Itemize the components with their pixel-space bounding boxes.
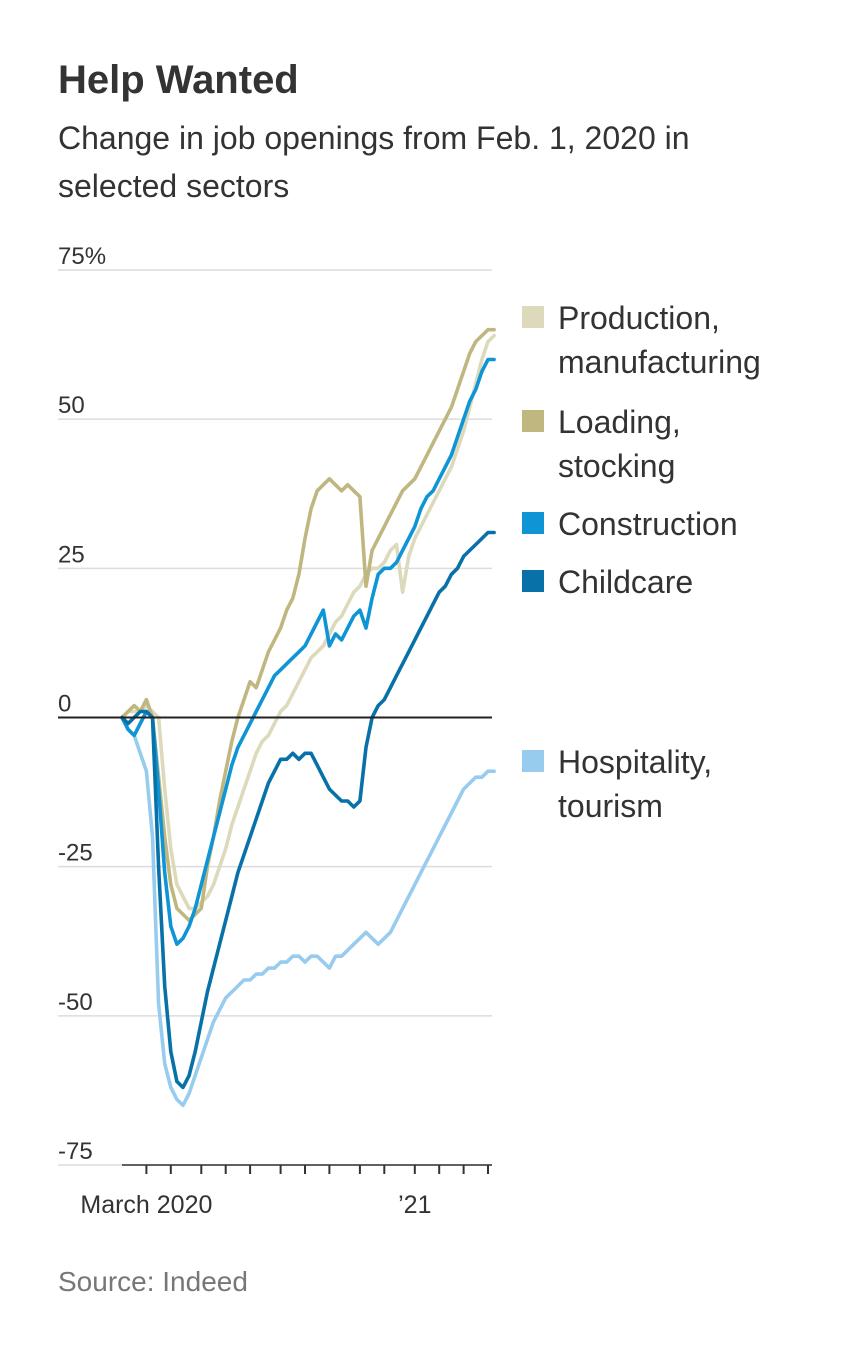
- legend-swatch: [522, 306, 544, 328]
- series-line-production-manufacturing: [120, 333, 496, 911]
- y-tick-label-3: 0: [58, 691, 71, 718]
- legend-swatch: [522, 750, 544, 772]
- legend-label: Construction: [558, 506, 738, 542]
- series-line-construction: [120, 357, 496, 947]
- legend-label: Hospitality, tourism: [558, 744, 713, 824]
- y-tick-label-5: -50: [58, 989, 93, 1016]
- y-tick-label-6: -75: [58, 1138, 93, 1165]
- series-lines: [120, 327, 496, 1108]
- y-tick-label-1: 50: [58, 392, 85, 419]
- legend-label: Production, manufacturing: [558, 300, 761, 380]
- series-line-hospitality-tourism: [120, 715, 496, 1108]
- series-line-childcare: [120, 530, 496, 1090]
- chart-title: Help Wanted: [58, 58, 299, 102]
- legend-swatch: [522, 410, 544, 432]
- y-tick-label-0: 75%: [58, 243, 106, 270]
- chart-subtitle: Change in job openings from Feb. 1, 2020…: [58, 120, 690, 204]
- legend-label: Childcare: [558, 564, 694, 600]
- legend-label: Loading, stocking: [558, 404, 681, 484]
- legend-swatch: [522, 570, 544, 592]
- legend-swatch: [522, 512, 544, 534]
- x-tick-label-1: ’21: [398, 1191, 431, 1219]
- y-tick-label-2: 25: [58, 541, 85, 568]
- y-axis-labels: 75% 50 25 0 -25 -50 -75: [58, 243, 106, 1165]
- source-note: Source: Indeed: [58, 1266, 248, 1297]
- y-tick-label-4: -25: [58, 840, 93, 867]
- x-axis: March 2020 ’21: [80, 1164, 492, 1219]
- line-chart: 75% 50 25 0 -25 -50 -75 March 2020 ’21: [58, 243, 496, 1219]
- x-tick-label-0: March 2020: [80, 1191, 212, 1219]
- series-line-loading-stocking: [120, 327, 496, 923]
